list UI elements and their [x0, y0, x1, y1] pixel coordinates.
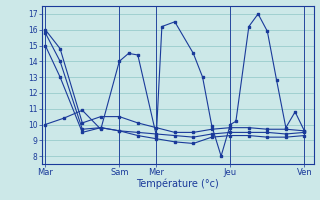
X-axis label: Température (°c): Température (°c) [136, 179, 219, 189]
